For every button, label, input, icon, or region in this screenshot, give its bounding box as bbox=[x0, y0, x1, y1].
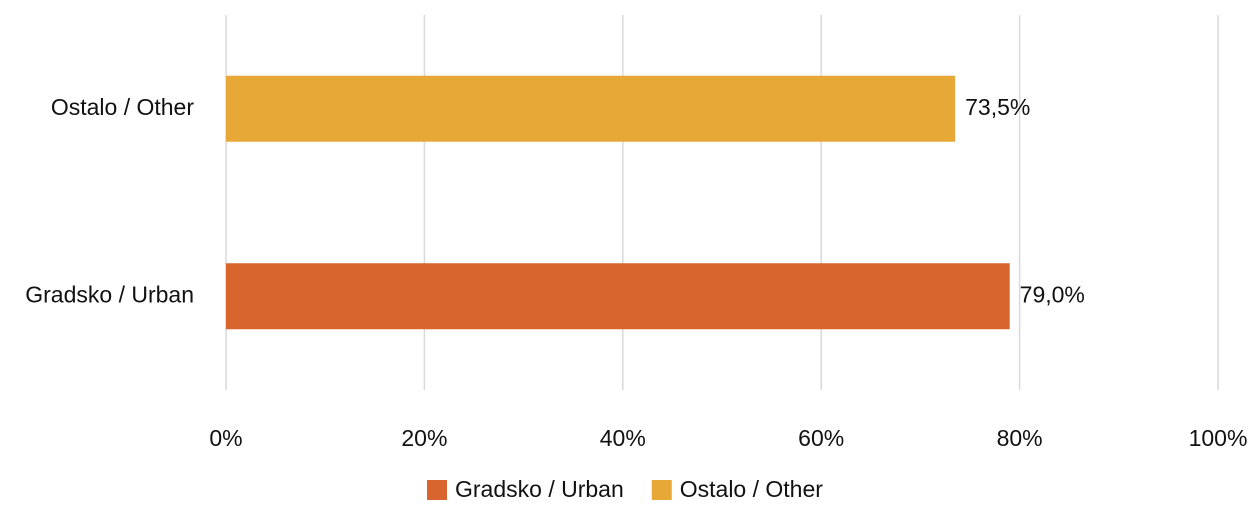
x-tick-label: 100% bbox=[1189, 425, 1248, 451]
x-tick-label: 40% bbox=[600, 425, 646, 451]
x-tick-label: 0% bbox=[209, 425, 242, 451]
legend-label: Gradsko / Urban bbox=[455, 476, 624, 502]
y-tick-label: Ostalo / Other bbox=[51, 94, 195, 120]
data-label: 79,0% bbox=[1020, 281, 1085, 307]
legend-swatch bbox=[427, 480, 447, 500]
bar bbox=[226, 263, 1010, 330]
y-tick-label: Gradsko / Urban bbox=[25, 281, 194, 307]
data-label: 73,5% bbox=[965, 94, 1030, 120]
bar bbox=[226, 75, 956, 142]
x-tick-label: 60% bbox=[798, 425, 844, 451]
x-tick-label: 80% bbox=[997, 425, 1043, 451]
x-tick-label: 20% bbox=[401, 425, 447, 451]
legend-swatch bbox=[651, 480, 672, 500]
legend-label: Ostalo / Other bbox=[680, 476, 824, 502]
